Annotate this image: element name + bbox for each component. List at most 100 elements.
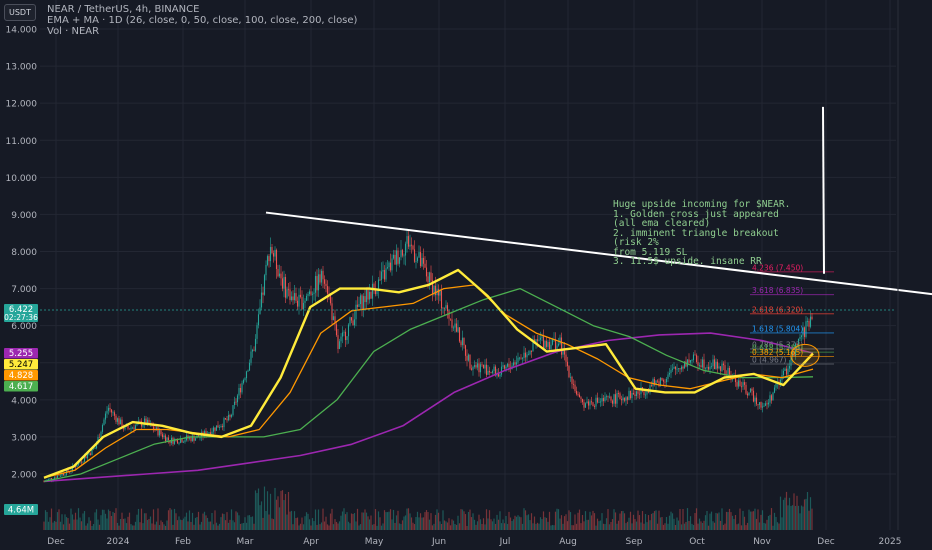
volume-bar <box>782 499 785 530</box>
candle-body <box>250 351 252 363</box>
volume-bar <box>181 520 183 530</box>
candle-body <box>340 336 342 342</box>
candle-body <box>403 255 405 257</box>
candle-body <box>58 475 60 477</box>
volume-bar <box>85 525 87 530</box>
y-tick-label: 13.000 <box>6 63 38 73</box>
candle-body <box>323 279 326 284</box>
volume-bar <box>809 497 812 530</box>
volume-bar <box>793 493 795 530</box>
candle-body <box>646 391 648 395</box>
volume-bar <box>553 525 555 530</box>
candle-body <box>514 362 516 365</box>
volume-bar <box>146 519 149 530</box>
candle-body <box>371 283 374 299</box>
candle-body <box>365 288 368 303</box>
candle-body <box>563 348 566 355</box>
volume-bar <box>334 519 336 530</box>
idea-annotation[interactable]: Huge upside incoming for $NEAR. 1. Golde… <box>613 200 793 267</box>
volume-bar <box>673 518 675 530</box>
candle-body <box>529 351 531 355</box>
candle-body <box>661 377 663 380</box>
candle-body <box>413 249 416 262</box>
volume-bar <box>722 524 725 530</box>
volume-bar <box>505 515 507 530</box>
volume-bar <box>185 512 188 530</box>
volume-bar <box>640 522 642 530</box>
candle-body <box>550 344 552 350</box>
volume-bar <box>215 522 218 530</box>
volume-bar <box>523 508 525 530</box>
volume-bar <box>173 508 176 530</box>
volume-label[interactable]: Vol · NEAR <box>47 26 100 37</box>
volume-bar <box>110 516 113 530</box>
volume-bar <box>584 511 587 530</box>
volume-bar <box>767 515 770 530</box>
volume-bar <box>361 512 363 530</box>
volume-bar <box>236 512 239 530</box>
candle-body <box>80 461 83 463</box>
indicator-label[interactable]: EMA + MA · 1D (26, close, 0, 50, close, … <box>47 15 358 26</box>
volume-bar <box>121 512 123 530</box>
candle-body <box>329 294 332 304</box>
volume-bar <box>124 518 126 530</box>
candle-body <box>757 404 759 406</box>
candle-body <box>214 427 216 431</box>
volume-bar <box>695 508 698 530</box>
volume-bar <box>566 521 569 530</box>
volume-bar <box>457 515 459 530</box>
volume-bar <box>374 509 377 530</box>
volume-bar <box>398 523 401 530</box>
volume-bar <box>779 496 782 530</box>
volume-bar <box>641 511 644 530</box>
volume-bar <box>724 523 726 530</box>
symbol-title[interactable]: NEAR / TetherUS, 4h, BINANCE <box>47 4 200 15</box>
volume-bar <box>298 525 300 530</box>
candle-body <box>244 378 246 380</box>
volume-bar <box>743 516 746 530</box>
candle-body <box>259 307 261 315</box>
volume-bar <box>239 523 242 530</box>
volume-bar <box>401 520 404 530</box>
volume-bar <box>688 520 690 530</box>
candle-body <box>631 392 633 399</box>
volume-bar <box>224 520 227 530</box>
candle-body <box>695 355 698 363</box>
volume-bar <box>272 519 275 530</box>
candle-body <box>97 436 99 444</box>
volume-bar <box>145 513 147 530</box>
candle-body <box>293 293 296 301</box>
volume-bar <box>803 499 806 530</box>
volume-bar <box>476 521 479 530</box>
volume-bar <box>283 500 285 530</box>
candle-body <box>734 375 737 383</box>
volume-bar <box>157 508 159 530</box>
chart-legend: NEAR / TetherUS, 4h, BINANCE EMA + MA · … <box>47 4 357 37</box>
candle-body <box>494 366 497 376</box>
ema200-line <box>43 332 814 483</box>
currency-button[interactable]: USDT <box>4 4 36 21</box>
candle-body <box>593 406 596 407</box>
candle-body <box>67 469 69 472</box>
candle-body <box>485 364 488 375</box>
candle-body <box>683 361 686 369</box>
volume-bar <box>712 521 714 530</box>
candle-body <box>110 409 113 413</box>
volume-bar <box>79 517 81 530</box>
candle-body <box>515 362 518 365</box>
candle-body <box>610 396 612 401</box>
candle-body <box>358 304 360 307</box>
candle-body <box>722 363 725 366</box>
candle-body <box>322 270 324 280</box>
candle-body <box>395 250 398 265</box>
candle-body <box>83 456 86 462</box>
volume-bar <box>65 517 68 530</box>
candle-body <box>133 427 135 430</box>
volume-bar <box>193 524 195 530</box>
candle-body <box>623 397 626 401</box>
candle-body <box>505 366 507 369</box>
candle-body <box>652 379 654 387</box>
candle-body <box>355 304 357 320</box>
volume-bar <box>805 498 807 530</box>
